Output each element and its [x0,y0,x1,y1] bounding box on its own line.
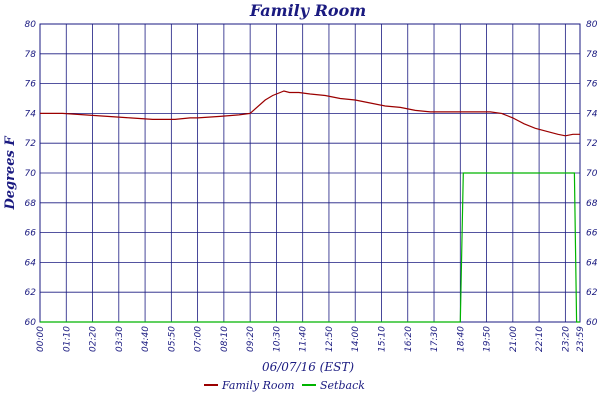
x-tick-label: 17:30 [430,326,440,352]
y-tick-label-right: 72 [586,139,598,149]
y-tick-label-left: 74 [25,109,37,119]
x-tick-label: 03:30 [115,326,125,352]
x-tick-label: 14:00 [351,326,361,352]
x-tick-label: 15:10 [377,326,387,352]
y-tick-label-right: 68 [586,199,598,209]
axes: 60 60 62 62 64 64 66 66 68 68 70 70 72 72 74 74 76 76 78 78… [25,20,598,352]
x-tick-label: 08:10 [220,326,230,352]
x-tick-label: 09:20 [246,326,256,352]
x-tick-label: 02:20 [89,326,99,352]
x-tick-label: 10:30 [272,326,282,352]
x-tick-label: 07:00 [194,326,204,352]
y-tick-label-right: 60 [586,318,598,328]
x-tick-label: 04:40 [141,326,151,352]
x-tick-label: 23:20 [561,326,571,352]
x-axis-label: 06/07/16 (EST) [262,360,354,374]
legend-label: Family Room [221,379,295,392]
y-tick-label-right: 66 [586,229,598,239]
x-tick-label: 11:40 [299,326,309,352]
x-tick-label: 12:50 [325,326,335,352]
y-axis-label: Degrees F [3,136,18,211]
y-tick-label-left: 70 [25,169,37,179]
y-tick-label-left: 76 [25,80,37,90]
y-tick-label-left: 62 [25,288,37,298]
y-tick-label-right: 76 [586,80,598,90]
y-tick-label-left: 60 [25,318,37,328]
y-tick-label-left: 68 [25,199,37,209]
series-lines [40,90,580,323]
x-tick-label: 00:00 [36,326,46,352]
y-tick-label-left: 64 [25,258,37,268]
x-tick-label: 23:59 [576,326,586,352]
x-tick-label: 18:40 [456,326,466,352]
y-tick-label-right: 62 [586,288,598,298]
x-tick-label: 16:20 [404,326,414,352]
series-line-setback [40,172,580,323]
x-tick-label: 19:50 [483,326,493,352]
x-tick-label: 01:10 [62,326,72,352]
legend-label: Setback [320,379,365,392]
x-tick-label: 22:10 [535,326,545,352]
y-tick-label-left: 72 [25,139,37,149]
series-line-family-room [40,90,580,137]
legend: Family Room Setback [204,379,365,392]
y-tick-label-right: 78 [586,50,598,60]
y-tick-label-left: 80 [25,20,37,30]
y-tick-label-right: 70 [586,169,598,179]
y-tick-label-left: 78 [25,50,37,60]
chart-title: Family Room [249,1,366,20]
y-tick-label-right: 74 [586,109,598,119]
y-tick-label-left: 66 [25,229,37,239]
x-tick-label: 05:50 [167,326,177,352]
y-tick-label-right: 80 [586,20,598,30]
y-tick-label-right: 64 [586,258,598,268]
x-tick-label: 21:00 [509,326,519,352]
